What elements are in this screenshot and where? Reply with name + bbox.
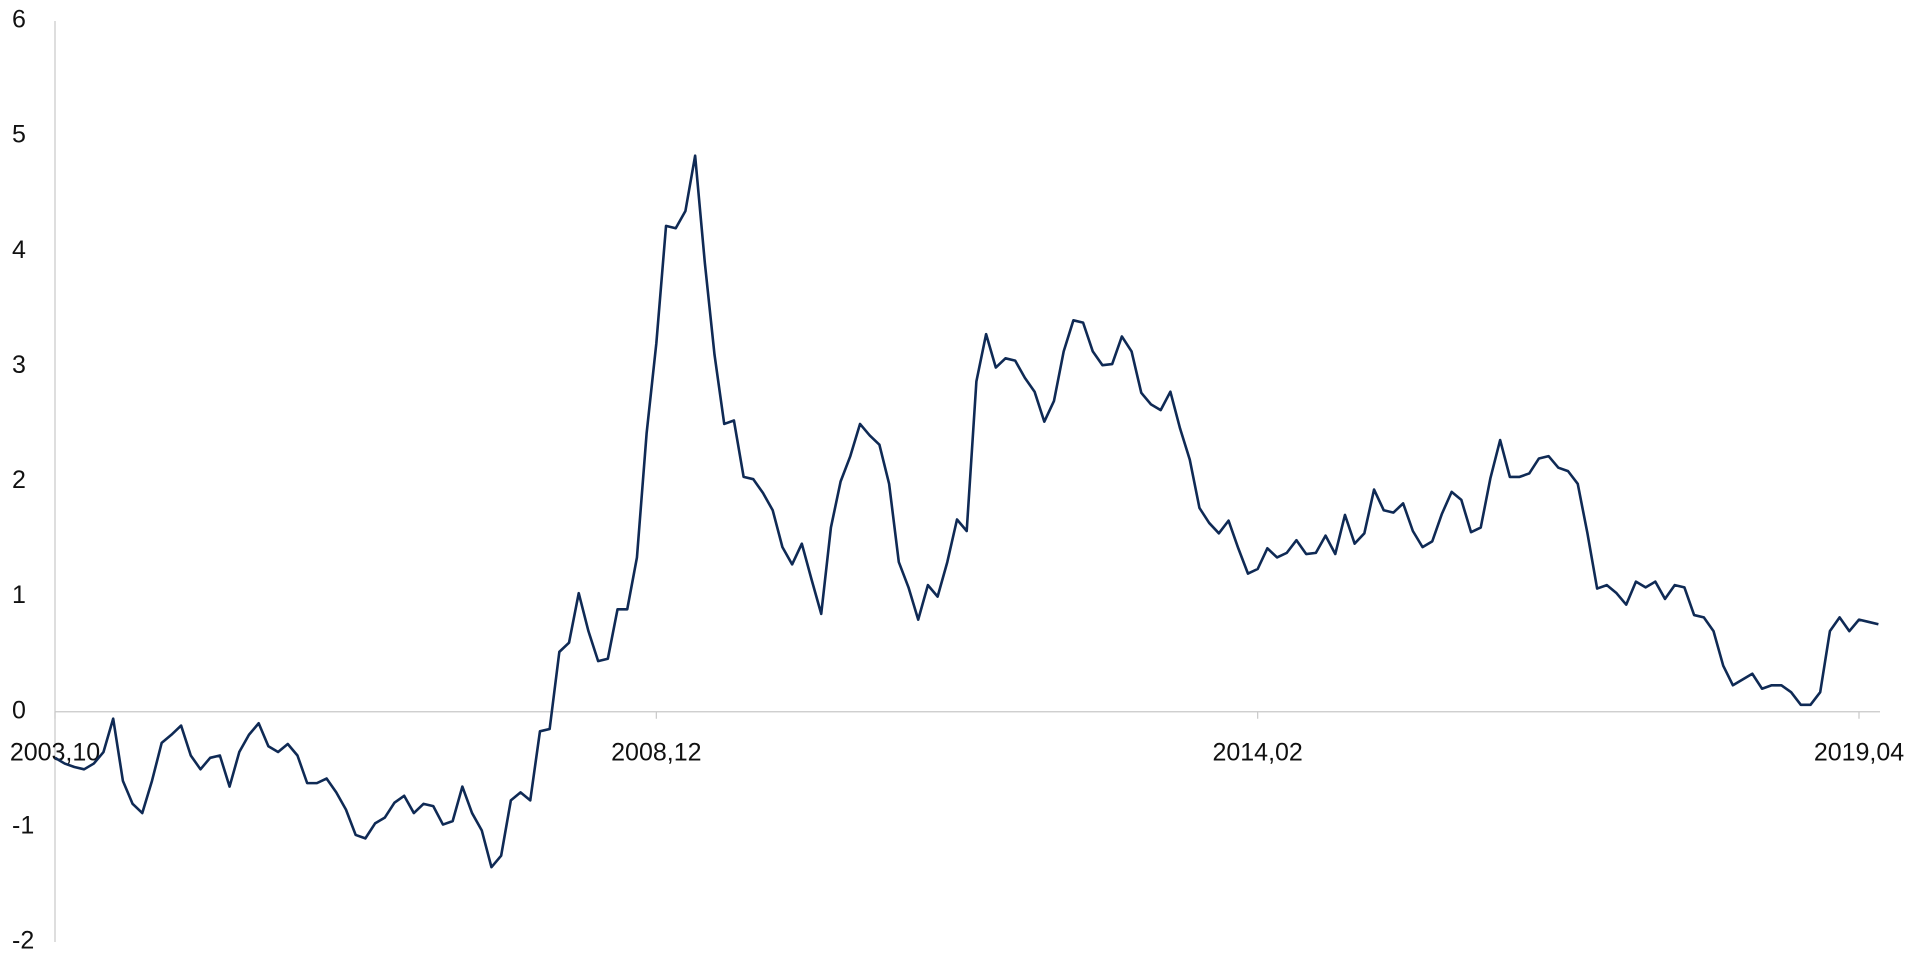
x-tick-label: 2014,02 — [1212, 738, 1302, 766]
y-tick-label: -2 — [12, 927, 34, 955]
y-tick-label: 3 — [12, 351, 26, 379]
y-tick-label: 2 — [12, 466, 26, 494]
x-tick-label: 2019,04 — [1814, 738, 1904, 766]
y-tick-label: 0 — [12, 696, 26, 724]
x-tick-label: 2008,12 — [611, 738, 701, 766]
y-tick-label: 5 — [12, 121, 26, 149]
x-tick-label: 2003,10 — [10, 738, 100, 766]
y-tick-label: 1 — [12, 581, 26, 609]
y-tick-label: 4 — [12, 236, 26, 264]
y-tick-label: 6 — [12, 6, 26, 34]
data-line — [54, 154, 1879, 869]
y-tick-label: -1 — [12, 811, 34, 839]
